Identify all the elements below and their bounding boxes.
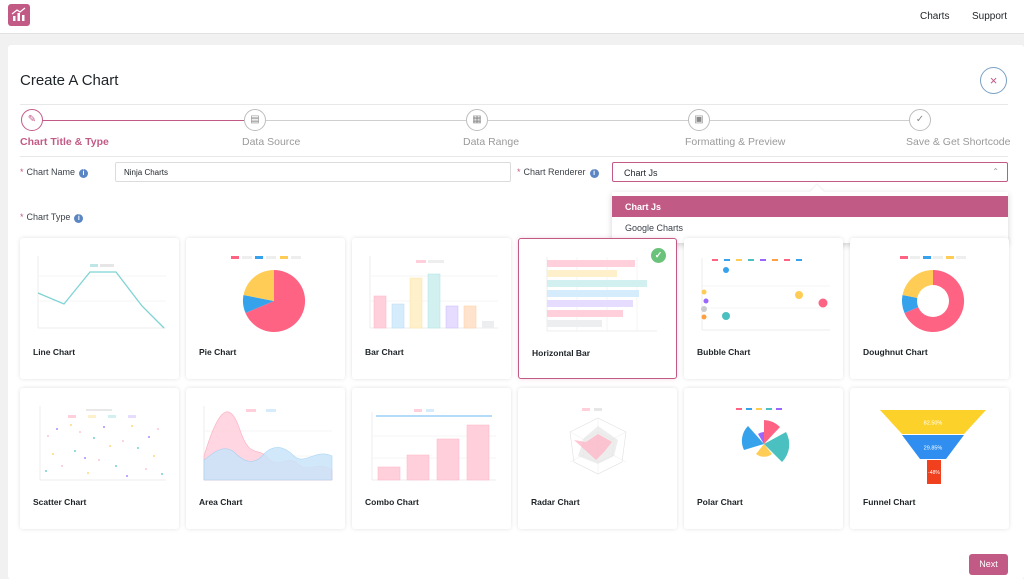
monitor-icon[interactable]: ▣ (688, 109, 710, 131)
line-chart-thumbnail (37, 256, 166, 329)
header-divider (20, 104, 1008, 105)
step-data-range[interactable]: Data Range (463, 136, 520, 148)
polar-chart-thumbnail (736, 408, 790, 462)
required-mark: * (20, 167, 24, 177)
scatter-chart-thumbnail (39, 406, 166, 481)
step-connector-2 (266, 120, 466, 121)
chart-type-label: Combo Chart (365, 497, 419, 507)
chart-type-card-pie[interactable]: Pie Chart (186, 238, 345, 379)
selected-check-icon: ✓ (651, 248, 666, 263)
chart-type-label: Funnel Chart (863, 497, 916, 507)
chart-type-card-polar[interactable]: Polar Chart (684, 388, 843, 529)
top-bar: Charts Support (0, 0, 1024, 34)
info-icon[interactable]: i (589, 169, 599, 178)
chart-type-label: Scatter Chart (33, 497, 87, 507)
chart-type-card-bubble[interactable]: Bubble Chart (684, 238, 843, 379)
step-connector-3 (488, 120, 688, 121)
next-button[interactable]: Next (969, 554, 1008, 575)
funnel-chart-thumbnail: 82.50% 29.85% -48% (880, 410, 986, 484)
chart-renderer-label-text: Chart Renderer (523, 167, 586, 177)
check-icon[interactable]: ✓ (909, 109, 931, 131)
bubble-chart-thumbnail (701, 258, 830, 331)
chart-type-card-area[interactable]: Area Chart (186, 388, 345, 529)
chart-type-card-funnel[interactable]: 82.50% 29.85% -48% Funnel Chart (850, 388, 1009, 529)
chart-type-label: Polar Chart (697, 497, 743, 507)
chart-type-label: Bar Chart (365, 347, 404, 357)
info-icon[interactable]: i (79, 169, 89, 178)
chart-renderer-dropdown: Chart Js Google Charts (612, 184, 1008, 243)
chart-name-label: * Chart Name i (20, 167, 89, 178)
chart-type-label: Area Chart (199, 497, 243, 507)
chevron-up-icon: ⌃ (992, 167, 999, 176)
chart-type-label: Radar Chart (531, 497, 580, 507)
chart-type-label: * Chart Type i (20, 212, 84, 223)
pie-chart-thumbnail (231, 256, 306, 332)
combo-chart-thumbnail (371, 409, 496, 481)
chart-type-label: Pie Chart (199, 347, 237, 357)
close-button[interactable]: × (980, 67, 1007, 94)
document-icon[interactable]: ▤ (244, 109, 266, 131)
bar-chart-thumbnail (369, 256, 498, 329)
chart-type-card-combo[interactable]: Combo Chart (352, 388, 511, 529)
chart-type-label: Line Chart (33, 347, 76, 357)
doughnut-chart-thumbnail (900, 256, 966, 332)
chart-type-card-radar[interactable]: Radar Chart (518, 388, 677, 529)
steps-divider (20, 156, 1008, 157)
funnel-label-top: 82.50% (924, 421, 943, 427)
renderer-option-google-charts[interactable]: Google Charts (625, 223, 684, 233)
step-data-source[interactable]: Data Source (242, 136, 301, 148)
create-chart-panel: Create A Chart × ✎ ▤ ▦ ▣ ✓ Chart Title &… (8, 45, 1024, 579)
required-mark: * (20, 212, 24, 222)
funnel-label-middle: 29.85% (924, 446, 943, 452)
step-save-shortcode[interactable]: Save & Get Shortcode (906, 136, 1011, 148)
app-logo-icon[interactable] (8, 4, 30, 26)
horizontal-bar-chart-thumbnail (546, 257, 657, 332)
chart-type-card-doughnut[interactable]: Doughnut Chart (850, 238, 1009, 379)
chart-renderer-select[interactable]: Chart Js ⌃ (612, 162, 1008, 182)
chart-renderer-value: Chart Js (624, 168, 658, 178)
radar-chart-thumbnail (569, 408, 627, 475)
chart-type-label: Doughnut Chart (863, 347, 928, 357)
chart-type-label: Horizontal Bar (532, 348, 591, 358)
step-formatting-preview[interactable]: Formatting & Preview (685, 136, 786, 148)
funnel-label-bottom: -48% (928, 470, 940, 476)
chart-type-card-bar[interactable]: Bar Chart (352, 238, 511, 379)
nav-link-charts[interactable]: Charts (920, 11, 950, 22)
chart-type-label-text: Chart Type (26, 212, 71, 222)
page-title: Create A Chart (20, 72, 119, 89)
nav-link-support[interactable]: Support (972, 11, 1008, 22)
required-mark: * (517, 167, 521, 177)
step-connector-1 (43, 120, 244, 121)
chart-type-card-horizontal-bar[interactable]: ✓ Horizontal Bar (518, 238, 677, 379)
chart-type-card-scatter[interactable]: Scatter Chart (20, 388, 179, 529)
area-chart-thumbnail (203, 406, 333, 481)
chart-name-label-text: Chart Name (26, 167, 76, 177)
chart-name-input[interactable] (115, 162, 511, 182)
step-chart-title-type[interactable]: Chart Title & Type (20, 136, 109, 148)
info-icon[interactable]: i (74, 214, 84, 223)
chart-renderer-label: * Chart Renderer i (517, 167, 599, 178)
step-connector-4 (710, 120, 909, 121)
pencil-icon[interactable]: ✎ (21, 109, 43, 131)
chart-type-card-line[interactable]: Line Chart (20, 238, 179, 379)
grid-icon[interactable]: ▦ (466, 109, 488, 131)
renderer-option-chart-js[interactable]: Chart Js (612, 196, 1008, 217)
chart-type-label: Bubble Chart (697, 347, 751, 357)
